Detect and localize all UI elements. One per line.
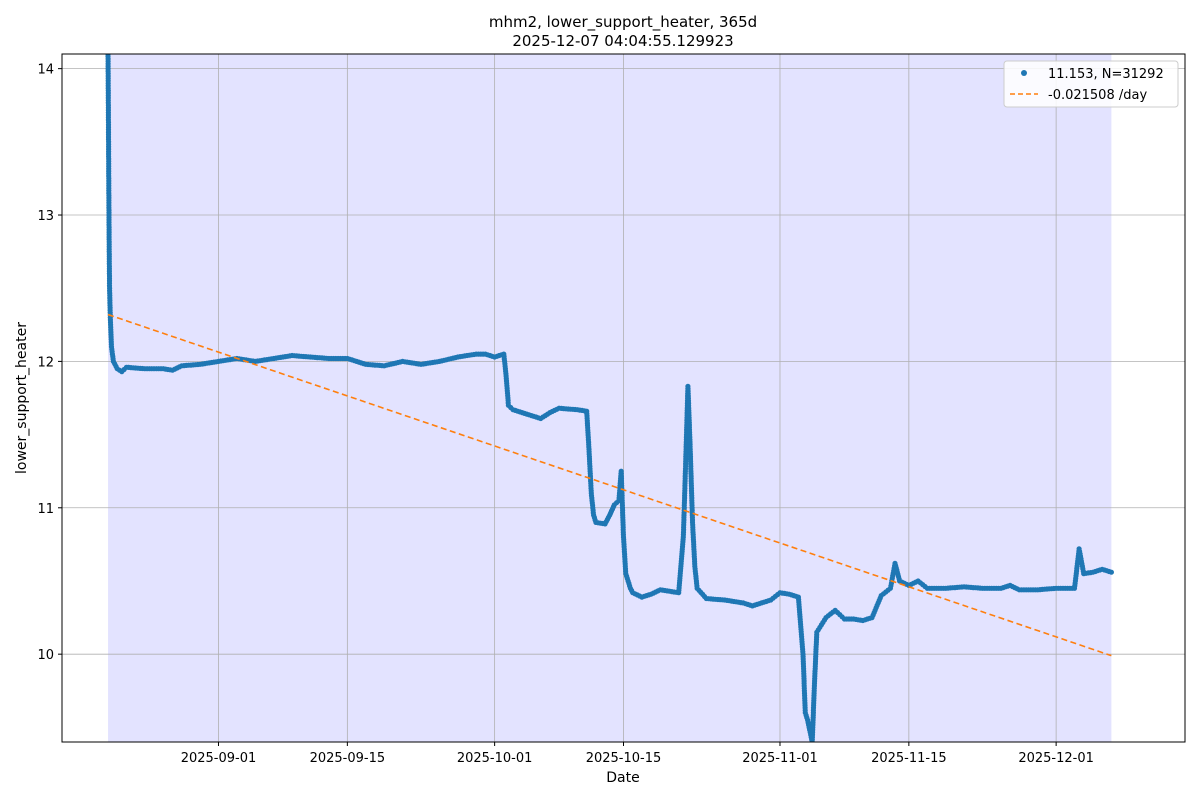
x-tick-label: 2025-12-01	[1018, 751, 1094, 766]
legend-marker-points	[1021, 70, 1027, 76]
legend-box	[1003, 60, 1179, 108]
legend: 11.153, N=31292 -0.021508 /day	[1003, 60, 1179, 108]
x-tick-label: 2025-10-15	[586, 751, 662, 766]
x-axis-label: Date	[606, 770, 639, 786]
chart-title-line-1: mhm2, lower_support_heater, 365d	[489, 13, 757, 32]
x-tick-label: 2025-10-01	[457, 751, 533, 766]
y-tick-label: 12	[37, 355, 54, 370]
legend-label-trend: -0.021508 /day	[1048, 88, 1147, 103]
plot-area: 2025-09-01 2025-09-15 2025-10-01 2025-10-15…	[37, 53, 1186, 766]
trend-line	[107, 313, 1112, 657]
chart-title-line-2: 2025-12-07 04:04:55.129923	[512, 32, 733, 50]
y-tick-label: 11	[37, 502, 54, 517]
y-tick-label: 13	[37, 209, 54, 224]
x-tick-label: 2025-09-15	[310, 751, 386, 766]
data-point	[1108, 569, 1114, 575]
y-tick-label: 14	[37, 63, 54, 78]
grid	[62, 54, 1185, 742]
legend-label-points: 11.153, N=31292	[1048, 67, 1164, 82]
y-tick-label: 10	[37, 648, 54, 663]
x-tick-label: 2025-11-15	[871, 751, 947, 766]
y-axis-label: lower_support_heater	[14, 322, 30, 474]
x-tick-label: 2025-11-01	[742, 751, 818, 766]
x-tick-label: 2025-09-01	[181, 751, 257, 766]
shaded-span	[108, 54, 1112, 742]
